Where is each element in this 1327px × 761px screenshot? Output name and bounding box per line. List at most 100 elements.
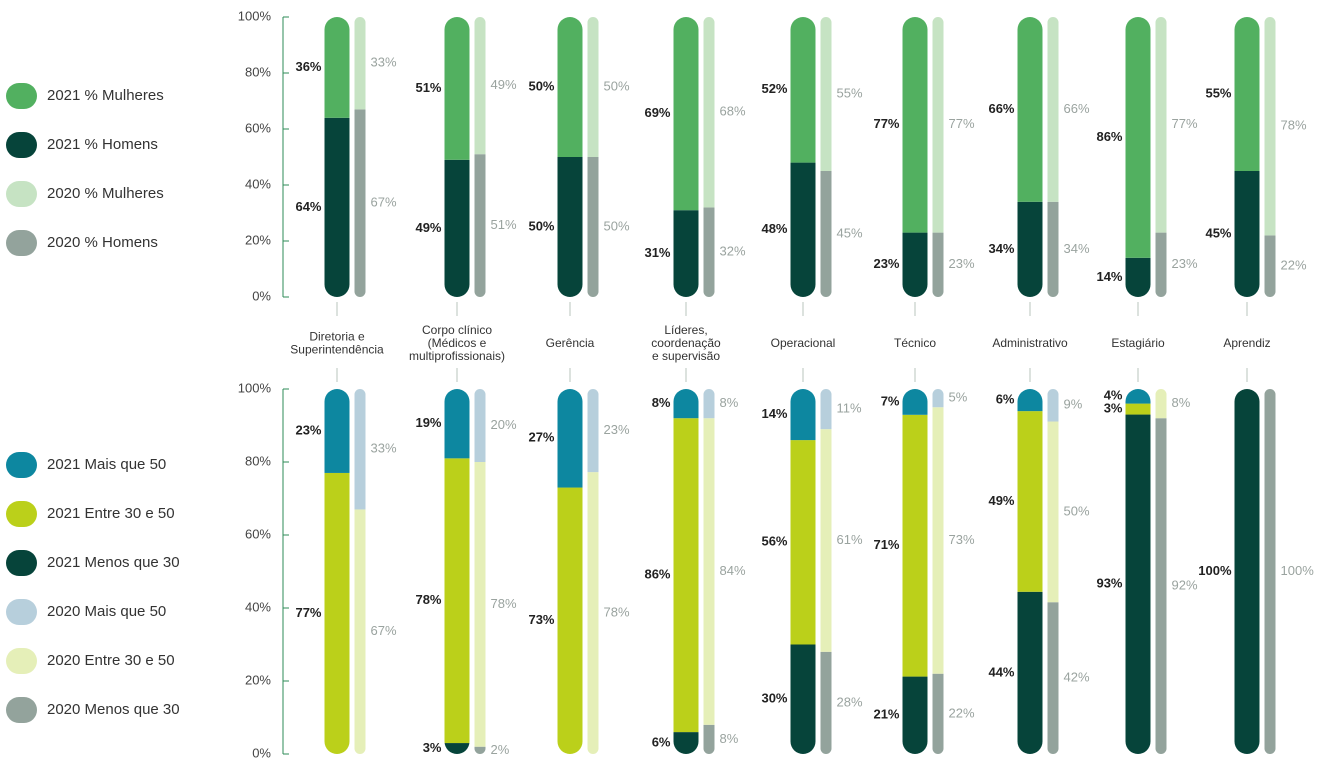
age-y-axis-tick-label: 0% xyxy=(252,745,271,760)
category-label: Corpo clínico (Médicos e multiprofissionai… xyxy=(409,323,505,363)
legend-label: 2021 Menos que 30 xyxy=(47,554,180,571)
gender-bar-2020-segment xyxy=(703,207,715,297)
data-label-2020-mais-que-50: 11% xyxy=(837,401,862,416)
data-label-2020-menos-que-30: 92% xyxy=(1172,578,1198,593)
data-label-2020-mais-que-50: 20% xyxy=(491,417,517,432)
age-y-axis-tick-label: 60% xyxy=(245,526,271,541)
age-bar-2020-segment xyxy=(703,724,715,754)
data-label-2021-mulheres: 69% xyxy=(644,105,670,120)
gender-bar-2021-segment xyxy=(444,159,470,297)
age-bar-2020-segment xyxy=(354,509,366,754)
data-label-2020-mulheres: 77% xyxy=(949,116,975,131)
data-label-2020-menos-que-30: 22% xyxy=(949,705,975,720)
gender-bar-2021-segment xyxy=(1017,201,1043,297)
legend-item-2020-entre-30-e-50: 2020 Entre 30 e 50 xyxy=(6,636,180,685)
age-bar-2021-segment xyxy=(1234,389,1260,754)
legend-item-2020-homens: 2020 % Homens xyxy=(6,218,164,267)
data-label-2021-mais-que-50: 4% xyxy=(1104,388,1123,403)
gender-bar-2021-segment xyxy=(324,17,350,118)
gender-bar-2021-segment xyxy=(673,17,699,211)
gender-bar-2021-segment xyxy=(557,17,583,157)
data-label-2020-mulheres: 49% xyxy=(491,77,517,92)
gender-bar-2020-segment xyxy=(820,171,832,297)
data-label-2021-homens: 23% xyxy=(873,256,899,271)
age-bar-2021-segment xyxy=(902,414,928,677)
data-label-2020-homens: 22% xyxy=(1281,258,1307,273)
age-bar-2021-segment xyxy=(1125,403,1151,415)
data-label-2020-mulheres: 66% xyxy=(1064,101,1090,116)
data-label-2021-homens: 45% xyxy=(1205,225,1231,240)
age-bar-2020-segment xyxy=(820,429,832,652)
gender-bar-2021-segment xyxy=(1234,17,1260,171)
age-bar-2020-segment xyxy=(703,389,715,419)
age-bar-2021-segment xyxy=(902,389,928,415)
age-bar-2021-segment xyxy=(324,472,350,754)
data-label-2020-mais-que-50: 23% xyxy=(604,422,630,437)
age-bar-2021-segment xyxy=(1125,414,1151,754)
age-bar-2020-segment xyxy=(474,746,486,754)
age-bar-2021-segment xyxy=(673,389,699,419)
age-bar-2021-segment xyxy=(1017,411,1043,592)
age-bar-2020-segment xyxy=(587,472,599,754)
age-y-axis-tick-label: 100% xyxy=(238,380,272,395)
data-label-2021-mulheres: 77% xyxy=(873,116,899,131)
category-label: Diretoria e Superintendência xyxy=(290,330,384,357)
data-label-2021-entre-30-e-50: 56% xyxy=(761,534,787,549)
legend-swatch xyxy=(6,696,37,723)
data-label-2020-mais-que-50: 5% xyxy=(949,390,968,405)
legend-item-2020-mulheres: 2020 % Mulheres xyxy=(6,169,164,218)
legend-swatch xyxy=(6,647,37,674)
data-label-2020-mulheres: 33% xyxy=(371,55,397,70)
category-label: Técnico xyxy=(894,336,936,350)
gender-bar-2021-segment xyxy=(557,157,583,297)
gender-bar-2021-segment xyxy=(324,117,350,297)
data-label-2020-entre-30-e-50: 67% xyxy=(371,623,397,638)
gender-bar-2021-segment xyxy=(790,162,816,297)
data-label-2021-menos-que-30: 30% xyxy=(761,691,787,706)
category-label: Gerência xyxy=(546,336,595,350)
data-label-2020-homens: 67% xyxy=(371,195,397,210)
age-bar-2020-segment xyxy=(1047,421,1059,603)
age-bar-2020-segment xyxy=(474,462,486,747)
data-label-2020-homens: 34% xyxy=(1064,241,1090,256)
legend-label: 2021 % Homens xyxy=(47,136,158,153)
data-label-2021-menos-que-30: 21% xyxy=(873,707,899,722)
data-label-2021-entre-30-e-50: 73% xyxy=(528,612,554,627)
data-label-2020-mais-que-50: 33% xyxy=(371,441,397,456)
gender-bar-2020-segment xyxy=(820,17,832,171)
gender-bar-2020-segment xyxy=(1264,17,1276,236)
age-bar-2021-segment xyxy=(790,644,816,754)
data-label-2021-mulheres: 50% xyxy=(528,78,554,93)
data-label-2021-homens: 34% xyxy=(988,241,1014,256)
legend-label: 2020 % Homens xyxy=(47,234,158,251)
gender-bar-2021-segment xyxy=(444,17,470,160)
category-label: Estagiário xyxy=(1111,336,1165,350)
age-bar-2021-segment xyxy=(557,487,583,754)
age-bar-2021-segment xyxy=(1017,389,1043,412)
data-label-2021-entre-30-e-50: 3% xyxy=(1104,401,1123,416)
age-bar-2020-segment xyxy=(820,651,832,754)
data-label-2021-entre-30-e-50: 49% xyxy=(988,493,1014,508)
data-label-2020-mais-que-50: 9% xyxy=(1064,397,1083,412)
legend-label: 2020 Menos que 30 xyxy=(47,701,180,718)
age-legend: 2021 Mais que 50 2021 Entre 30 e 50 2021… xyxy=(6,440,180,734)
legend-label: 2021 % Mulheres xyxy=(47,87,164,104)
data-label-2020-menos-que-30: 42% xyxy=(1064,670,1090,685)
data-label-2020-mais-que-50: 8% xyxy=(720,395,739,410)
data-label-2020-entre-30-e-50: 78% xyxy=(491,596,517,611)
data-label-2021-menos-que-30: 44% xyxy=(988,664,1014,679)
data-label-2021-homens: 14% xyxy=(1096,269,1122,284)
data-label-2021-mais-que-50: 27% xyxy=(528,430,554,445)
legend-swatch xyxy=(6,180,37,207)
legend-item-2020-menos-que-30: 2020 Menos que 30 xyxy=(6,685,180,734)
gender-y-axis-tick-label: 40% xyxy=(245,176,271,191)
data-label-2020-entre-30-e-50: 73% xyxy=(949,532,975,547)
data-label-2021-mais-que-50: 19% xyxy=(415,415,441,430)
gender-bar-2020-segment xyxy=(1155,17,1167,233)
gender-bar-2020-segment xyxy=(1047,201,1059,297)
data-label-2021-mais-que-50: 23% xyxy=(295,422,321,437)
data-label-2021-mais-que-50: 14% xyxy=(761,406,787,421)
data-label-2021-menos-que-30: 93% xyxy=(1096,576,1122,591)
age-bar-2020-segment xyxy=(587,389,599,473)
